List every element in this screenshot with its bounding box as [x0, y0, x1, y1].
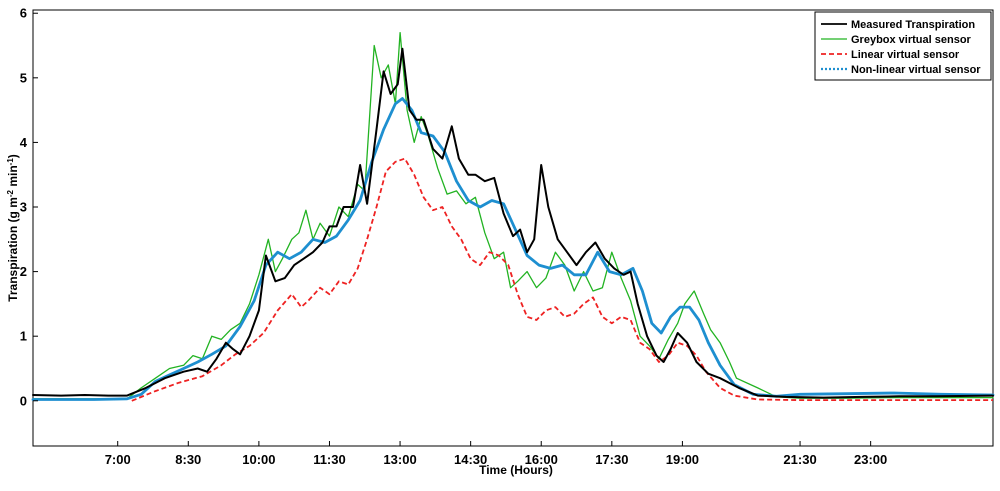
plot-area: [32, 9, 994, 447]
x-axis-label: Time (Hours): [479, 463, 553, 477]
plot-frame: [32, 9, 994, 447]
x-tick-label: 10:00: [242, 452, 275, 467]
x-tick-label: 23:00: [854, 452, 887, 467]
y-tick-label: 1: [20, 329, 27, 344]
y-axis-label-superscript: -2: [6, 189, 15, 197]
y-axis-label: Transpiration (g m-2 min-1): [6, 154, 21, 302]
x-tick-label: 13:00: [383, 452, 416, 467]
series-line-measured-transpiration: [32, 47, 994, 399]
y-tick-label: 4: [20, 135, 28, 150]
y-tick-label: 0: [20, 393, 27, 408]
x-tick-label: 19:00: [666, 452, 699, 467]
x-tick-label: 21:30: [783, 452, 816, 467]
y-axis-label-superscript: -1: [6, 158, 15, 166]
series-line-non-linear-virtual-sensor: [31, 97, 995, 401]
y-tick-label: 3: [20, 200, 27, 215]
x-tick-label: 8:30: [175, 452, 201, 467]
x-tick-label: 11:30: [313, 452, 346, 467]
y-axis-label-part: min: [6, 165, 20, 190]
y-axis-label-part: Transpiration (g m: [6, 197, 20, 302]
y-tick-label: 2: [20, 264, 27, 279]
x-tick-label: 17:30: [595, 452, 628, 467]
y-axis-ticks: 0 1 2 3 4 5 6: [20, 6, 38, 408]
legend: Measured Transpiration Greybox virtual se…: [814, 11, 992, 81]
legend-entry: Measured Transpiration: [851, 19, 975, 31]
legend-entry: Non-linear virtual sensor: [851, 64, 981, 76]
series-lines: [31, 31, 995, 402]
y-tick-label: 5: [20, 70, 27, 85]
legend-entry: Greybox virtual sensor: [851, 34, 972, 46]
y-axis-label-part: ): [6, 154, 20, 158]
x-tick-label: 14:30: [454, 452, 487, 467]
x-axis-ticks: 7:00 8:30 10:00 11:30 13:00 14:30 16:00 17:30 19…: [105, 441, 887, 467]
x-tick-label: 16:00: [525, 452, 558, 467]
series-line-greybox-virtual-sensor: [32, 31, 994, 400]
legend-entry: Linear virtual sensor: [851, 49, 960, 61]
series-line-linear-virtual-sensor: [131, 157, 993, 402]
y-tick-label: 6: [20, 6, 27, 21]
x-tick-label: 7:00: [105, 452, 131, 467]
